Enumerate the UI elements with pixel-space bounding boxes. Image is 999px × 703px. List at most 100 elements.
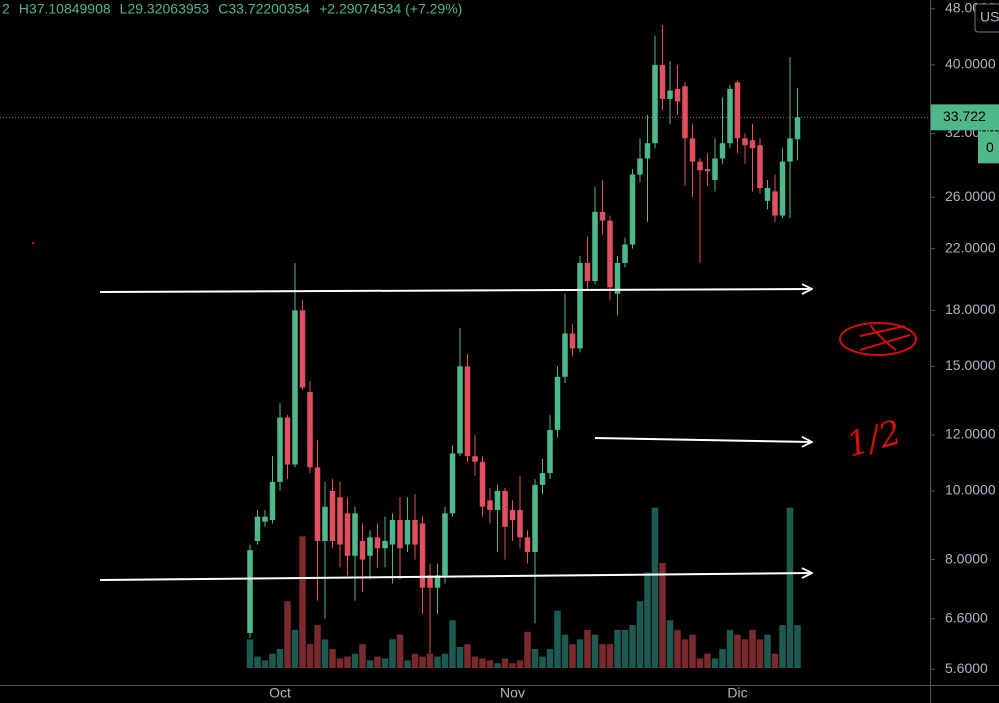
volume-bar (696, 658, 704, 668)
candle-body (262, 516, 268, 522)
volume-bar (584, 629, 591, 668)
volume-bar (254, 656, 261, 668)
volume-bar (794, 625, 801, 668)
volume-bar (276, 648, 284, 668)
price-axis: 48.000040.000032.000026.000022.000018.00… (930, 0, 996, 676)
currency: US (980, 9, 999, 25)
countdown: 0 (986, 139, 994, 155)
ohlc-value: L29.32063953 (120, 1, 210, 17)
candle-body (734, 82, 741, 139)
candle-body (757, 145, 763, 188)
volume-bar (711, 658, 719, 668)
candle-body (629, 174, 636, 245)
y-tick-label: 10.0000 (945, 482, 996, 498)
volume-bar (659, 563, 666, 668)
volume-bar (321, 639, 329, 668)
volume-bar (351, 653, 359, 668)
volume-bar (599, 644, 606, 668)
candle-body (712, 158, 718, 181)
candle-body (577, 262, 583, 349)
candle-body (254, 516, 261, 541)
volume-bar (411, 653, 419, 668)
y-tick-label: 26.0000 (945, 188, 996, 204)
candle-body (292, 310, 298, 465)
candle-body (794, 117, 801, 140)
volume-bar (404, 660, 411, 668)
candle-body (532, 484, 538, 553)
volume-bar (674, 629, 681, 668)
candle-body (359, 540, 366, 560)
volume-bar (464, 644, 471, 668)
volume-bar (734, 634, 741, 668)
volume-bar (614, 629, 621, 668)
y-tick-label: 22.0000 (945, 239, 996, 255)
volume-bar (486, 660, 494, 668)
candle-body (584, 262, 591, 282)
y-tick-label: 6.6000 (945, 609, 988, 625)
volume-bar (441, 653, 449, 668)
candle-body (547, 429, 553, 474)
annotation: 1/2 (842, 413, 905, 466)
candle-body (742, 138, 748, 146)
y-tick-label: 8.0000 (945, 550, 988, 566)
candle-body (247, 550, 253, 634)
candle-body (502, 491, 508, 527)
volume-bar (329, 648, 336, 668)
candle-body (539, 473, 546, 485)
last-price-label: 33.722 (943, 108, 986, 124)
candle-body (652, 64, 658, 144)
candle-body (329, 491, 336, 541)
volume-bar (284, 601, 291, 668)
candle-body (719, 143, 726, 159)
volume-bar (539, 656, 546, 668)
volume-bar (366, 660, 374, 668)
cross-scribble (859, 324, 911, 351)
y-tick-label: 15.0000 (945, 357, 996, 373)
volume-bar (344, 656, 351, 668)
volume-bar (381, 658, 389, 668)
drawings (31, 241, 917, 581)
volume-bar (434, 656, 441, 668)
candle-body (442, 513, 448, 576)
volume-bar (704, 653, 711, 668)
candle-body (554, 376, 561, 430)
candle-body (284, 417, 291, 465)
candle-body (599, 211, 606, 221)
volume-bar (779, 625, 786, 668)
volume-bar (644, 572, 651, 668)
candle-body (704, 169, 711, 172)
volume-bar (629, 625, 636, 668)
x-tick-label: Dic (727, 685, 747, 701)
candle-body (427, 575, 433, 588)
candle-body (307, 392, 313, 468)
volume-bar (396, 634, 404, 668)
volume-bar (269, 653, 276, 668)
candle-body (727, 88, 733, 144)
volume-bar (771, 653, 779, 668)
volume-bar (741, 639, 749, 668)
volume-bar (786, 507, 794, 668)
candle-body (637, 158, 643, 175)
candle-body (434, 575, 441, 588)
volume-bar (554, 610, 561, 668)
last-price-box (931, 104, 999, 131)
candle-body (404, 519, 411, 545)
volume-bar (479, 658, 486, 668)
volume-bar (509, 663, 516, 668)
volume-bar (516, 660, 524, 668)
volume-bar (689, 634, 696, 668)
volume-bar (569, 644, 576, 668)
candle-body (487, 500, 493, 511)
ohlc-value: H37.10849908 (19, 1, 111, 17)
volume-layer (246, 507, 801, 668)
volume-bar (591, 634, 599, 668)
candle-body (374, 537, 381, 549)
candle-body (682, 86, 688, 139)
volume-bar (426, 653, 434, 668)
volume-bar (501, 658, 509, 668)
volume-bar (374, 656, 381, 668)
candle-body (772, 191, 778, 216)
candle-body (277, 417, 283, 482)
volume-bar (471, 656, 479, 668)
